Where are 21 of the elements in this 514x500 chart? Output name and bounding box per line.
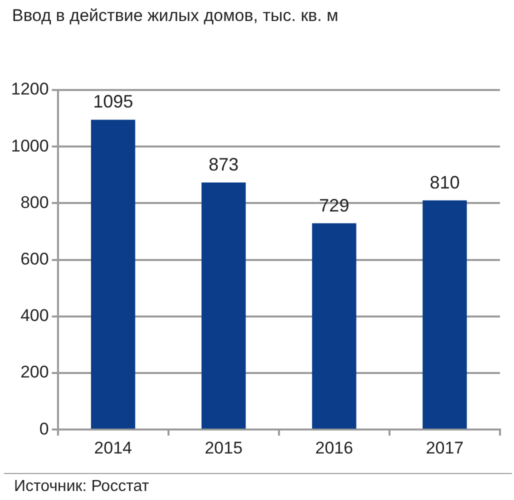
x-tick-label: 2017: [426, 438, 464, 458]
bar: [202, 182, 246, 429]
data-label: 873: [208, 154, 239, 175]
y-tick-label: 1000: [10, 136, 49, 156]
x-tick-label: 2016: [315, 438, 354, 458]
data-label: 1095: [93, 92, 134, 112]
data-label: 729: [319, 195, 350, 216]
y-tick-label: 1200: [10, 80, 49, 99]
y-tick-label: 200: [20, 362, 49, 382]
bar: [422, 200, 467, 429]
y-tick-label: 0: [39, 419, 49, 438]
y-tick-label: 600: [20, 249, 49, 268]
bar: [312, 223, 356, 429]
chart-title: Ввод в действие жилых домов, тыс. кв. м: [12, 6, 338, 26]
data-label: 810: [430, 172, 460, 192]
bar: [90, 120, 136, 429]
text: Источник: Росстат: [14, 478, 150, 496]
y-tick-label: 800: [20, 192, 49, 212]
x-tick-label: 2014: [94, 438, 132, 458]
y-tick-label: 400: [20, 306, 49, 326]
x-tick-label: 2015: [204, 438, 243, 458]
